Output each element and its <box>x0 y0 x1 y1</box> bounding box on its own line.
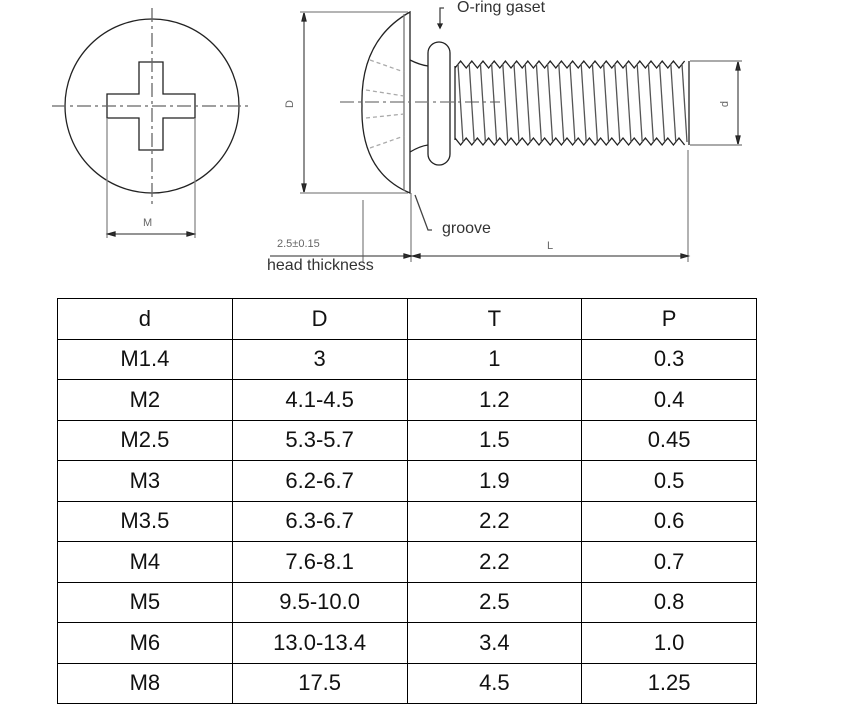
table-cell: P <box>581 298 757 340</box>
table-cell: M5 <box>57 581 233 623</box>
thread-line <box>591 63 599 143</box>
table-cell: d <box>57 298 233 340</box>
table-cell: 0.3 <box>581 338 757 380</box>
table-cell: 6.3-6.7 <box>231 500 408 542</box>
table-cell: 0.7 <box>581 541 757 583</box>
table-cell: M3.5 <box>57 500 233 542</box>
table-row: M8 17.5 4.5 1.25 <box>57 662 757 704</box>
table-row: M6 13.0-13.4 3.4 1.0 <box>57 622 757 664</box>
thread-line <box>625 63 632 143</box>
thread-line <box>670 63 677 143</box>
table-cell: 6.2-6.7 <box>231 460 408 502</box>
thread-line <box>558 63 565 143</box>
d-label: d <box>719 100 732 108</box>
table-cell: 13.0-13.4 <box>231 622 408 664</box>
dimension-table: d D T P M1.4 3 1 0.3 M2 4.1-4.5 1.2 0.4 M2.5 5.3-5.7 1… <box>57 298 757 704</box>
thread-line <box>513 63 520 143</box>
table-cell: 0.6 <box>581 500 757 542</box>
screw-drawing <box>52 7 742 262</box>
table-cell: 3 <box>231 338 408 380</box>
thread-line <box>546 63 554 143</box>
thread-line <box>580 63 587 143</box>
thread-line <box>479 63 487 143</box>
table-cell: 1.9 <box>406 460 583 502</box>
thread-line <box>535 63 543 143</box>
screw-head-top-view <box>52 8 252 238</box>
table-cell: 9.5-10.0 <box>231 581 408 623</box>
table-cell: 0.5 <box>581 460 757 502</box>
L-label: L <box>547 240 554 252</box>
thread-line <box>569 63 576 143</box>
table-cell: M2 <box>57 379 233 421</box>
table-cell: 17.5 <box>231 662 408 704</box>
thread-line <box>602 63 610 143</box>
table-cell: 3.4 <box>406 622 583 664</box>
thread-line <box>490 63 498 143</box>
thread-line <box>468 63 475 143</box>
thread-line <box>681 63 688 143</box>
table-cell: M3 <box>57 460 233 502</box>
table-cell: M8 <box>57 662 233 704</box>
table-cell: 5.3-5.7 <box>231 419 408 461</box>
table-cell: 0.45 <box>581 419 757 461</box>
table-cell: 1.25 <box>581 662 757 704</box>
table-row: M5 9.5-10.0 2.5 0.8 <box>57 581 757 623</box>
table-cell: 1.5 <box>406 419 583 461</box>
head-thickness-label: head thickness <box>267 257 374 274</box>
table-cell: 4.1-4.5 <box>231 379 408 421</box>
M-label: M <box>143 217 153 229</box>
table-row: M4 7.6-8.1 2.2 0.7 <box>57 541 757 583</box>
table-cell: M6 <box>57 622 233 664</box>
table-cell: 1.2 <box>406 379 583 421</box>
table-row: M1.4 3 1 0.3 <box>57 338 757 380</box>
thread-line <box>524 63 531 143</box>
head-thickness-value: 2.5±0.15 <box>277 238 320 250</box>
table-row: M2.5 5.3-5.7 1.5 0.45 <box>57 419 757 461</box>
table-cell: T <box>406 298 583 340</box>
thread-line <box>636 63 643 143</box>
table-cell: 1 <box>406 338 583 380</box>
table-cell: M4 <box>57 541 233 583</box>
table-cell: 0.8 <box>581 581 757 623</box>
screw-side-view <box>270 7 742 262</box>
oring-label: O-ring gaset <box>457 0 546 16</box>
table-cell: D <box>231 298 408 340</box>
thread-line <box>502 63 509 143</box>
D-label: D <box>283 100 296 108</box>
table-cell: 4.5 <box>406 662 583 704</box>
thread-line <box>647 63 655 143</box>
table-row: M2 4.1-4.5 1.2 0.4 <box>57 379 757 421</box>
table-cell: 1.0 <box>581 622 757 664</box>
table-row: M3 6.2-6.7 1.9 0.5 <box>57 460 757 502</box>
table-cell: 2.5 <box>406 581 583 623</box>
table-cell: 7.6-8.1 <box>231 541 408 583</box>
groove-label: groove <box>442 220 491 237</box>
thread-line <box>614 63 621 143</box>
table-cell: M2.5 <box>57 419 233 461</box>
thread-line <box>658 63 666 143</box>
thread-line <box>457 63 464 143</box>
table-cell: M1.4 <box>57 338 233 380</box>
table-cell: 0.4 <box>581 379 757 421</box>
table-cell: 2.2 <box>406 541 583 583</box>
table-cell: 2.2 <box>406 500 583 542</box>
table-row: M3.5 6.3-6.7 2.2 0.6 <box>57 500 757 542</box>
